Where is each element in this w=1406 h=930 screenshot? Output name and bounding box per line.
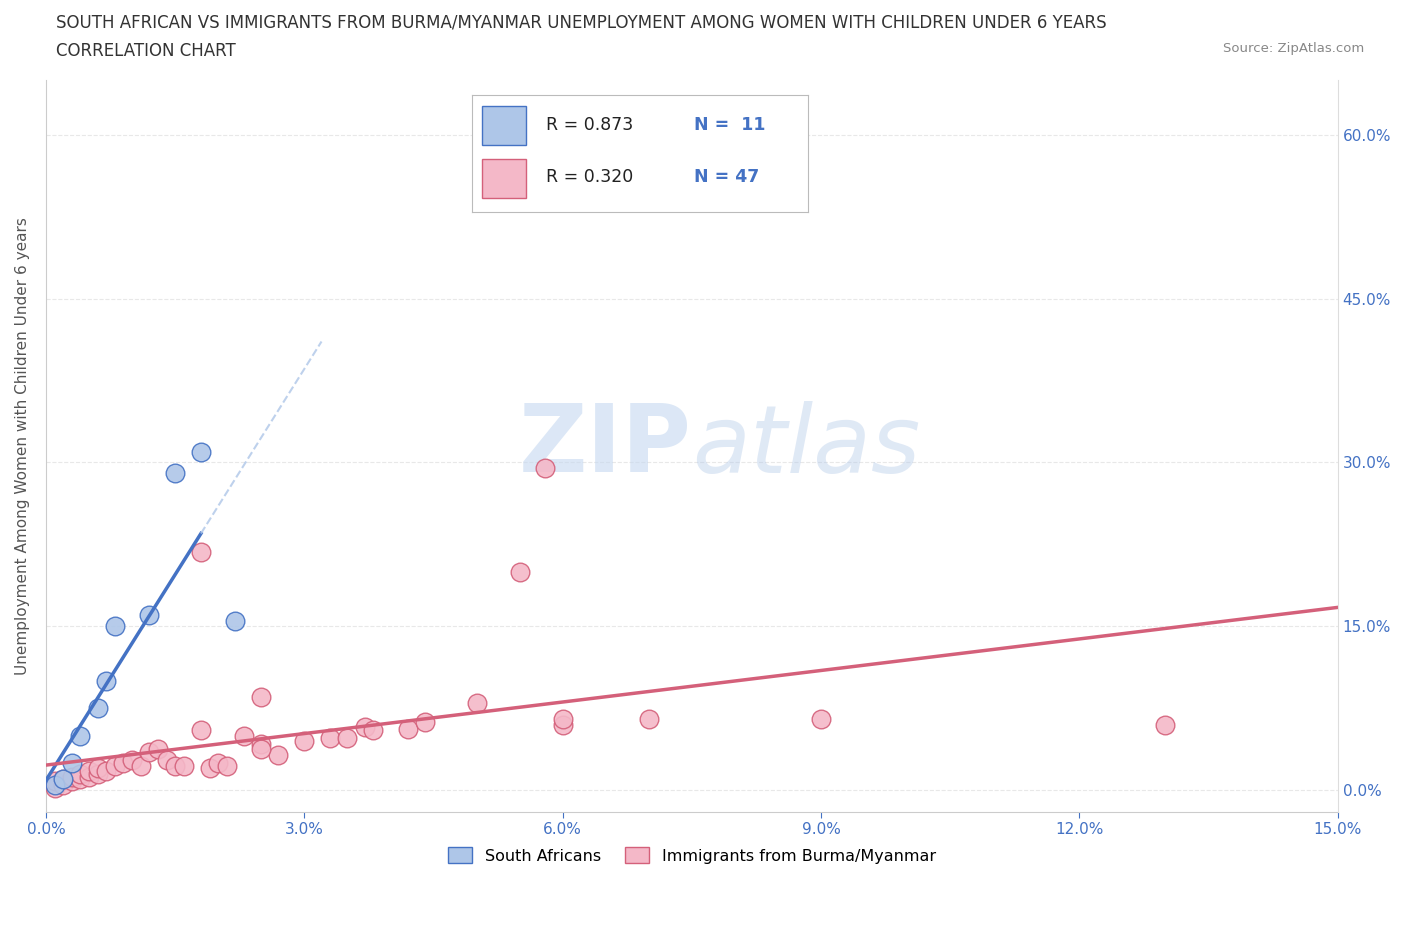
Point xyxy=(190,545,212,560)
Point xyxy=(173,759,195,774)
Point xyxy=(146,741,169,756)
Point xyxy=(465,696,488,711)
Point xyxy=(165,466,187,481)
Point xyxy=(138,608,160,623)
Point xyxy=(44,774,66,789)
Text: atlas: atlas xyxy=(692,401,920,492)
Legend: South Africans, Immigrants from Burma/Myanmar: South Africans, Immigrants from Burma/My… xyxy=(441,841,942,870)
Point xyxy=(52,772,75,787)
Point xyxy=(207,755,229,770)
Point xyxy=(165,759,187,774)
Point xyxy=(250,741,273,756)
Point xyxy=(534,460,557,475)
Point xyxy=(250,737,273,751)
Point xyxy=(77,770,100,785)
Point xyxy=(637,711,659,726)
Point xyxy=(224,614,246,629)
Point xyxy=(413,715,436,730)
Point xyxy=(810,711,832,726)
Point xyxy=(77,764,100,778)
Point xyxy=(69,766,91,781)
Point xyxy=(198,761,221,776)
Point xyxy=(509,565,531,579)
Point xyxy=(138,745,160,760)
Point xyxy=(155,752,177,767)
Point xyxy=(96,673,118,688)
Point xyxy=(267,748,290,763)
Point xyxy=(250,690,273,705)
Point xyxy=(69,728,91,743)
Point xyxy=(60,755,83,770)
Text: CORRELATION CHART: CORRELATION CHART xyxy=(56,42,236,60)
Point xyxy=(86,761,108,776)
Text: SOUTH AFRICAN VS IMMIGRANTS FROM BURMA/MYANMAR UNEMPLOYMENT AMONG WOMEN WITH CHI: SOUTH AFRICAN VS IMMIGRANTS FROM BURMA/M… xyxy=(56,14,1107,32)
Point xyxy=(551,717,574,732)
Point xyxy=(292,734,315,749)
Point xyxy=(86,766,108,781)
Point xyxy=(190,445,212,459)
Point xyxy=(319,730,342,745)
Point xyxy=(69,772,91,787)
Point xyxy=(60,770,83,785)
Y-axis label: Unemployment Among Women with Children Under 6 years: Unemployment Among Women with Children U… xyxy=(15,217,30,675)
Point xyxy=(121,752,143,767)
Point xyxy=(104,618,127,633)
Point xyxy=(52,777,75,792)
Point xyxy=(361,723,384,737)
Point xyxy=(396,722,419,737)
Point xyxy=(353,720,375,735)
Point xyxy=(52,772,75,787)
Point xyxy=(336,730,359,745)
Point xyxy=(551,711,574,726)
Point xyxy=(215,759,238,774)
Point xyxy=(190,723,212,737)
Text: ZIP: ZIP xyxy=(519,400,692,492)
Point xyxy=(86,701,108,716)
Point xyxy=(233,728,256,743)
Point xyxy=(60,774,83,789)
Point xyxy=(1154,717,1177,732)
Text: Source: ZipAtlas.com: Source: ZipAtlas.com xyxy=(1223,42,1364,55)
Point xyxy=(129,759,152,774)
Point xyxy=(44,777,66,792)
Point xyxy=(96,764,118,778)
Point xyxy=(104,759,127,774)
Point xyxy=(44,780,66,795)
Point xyxy=(112,755,135,770)
